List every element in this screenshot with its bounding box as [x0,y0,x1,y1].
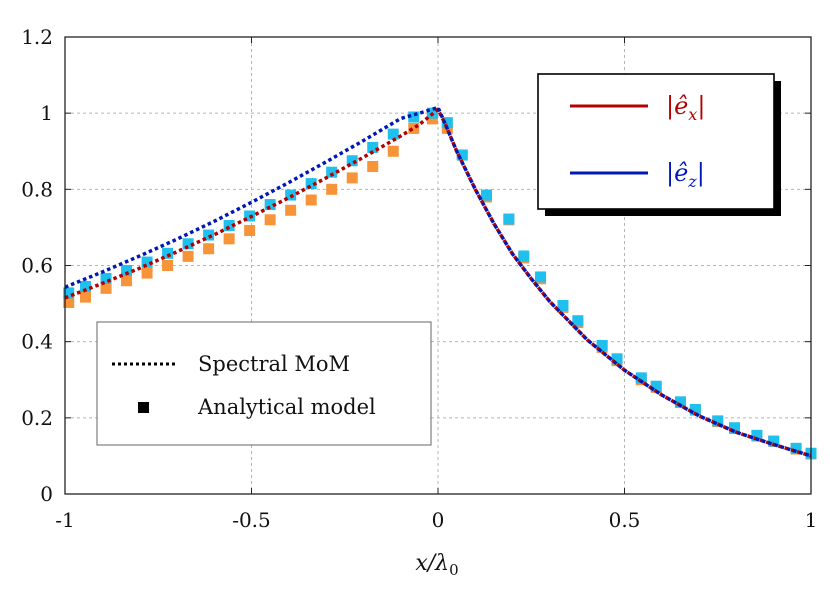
data-point-ez_analytical [596,339,608,351]
data-point-ez_analytical [408,111,420,123]
style-legend: Spectral MoM Analytical model [96,321,432,446]
data-point-ez_analytical [729,422,741,434]
y-tick-label: 0.8 [21,177,53,201]
data-point-ex_analytical [264,214,276,226]
x-tick-label: 0 [432,508,445,532]
data-point-ex_analytical [141,267,153,279]
data-point-ez_analytical [80,280,92,292]
data-point-ez_analytical [635,372,647,384]
data-point-ez_analytical [326,166,338,178]
data-point-ez_analytical [480,189,492,201]
y-tick-label: 0.2 [21,406,53,430]
ticks: -1 -0.5 0 0.5 1 0 0.2 0.4 0.6 0.8 1 1.2 [21,25,817,532]
data-point-ez_analytical [63,287,75,299]
data-point-ez_analytical [121,264,133,276]
x-axis-title: x/λ0 [415,551,458,579]
series-legend-box [537,73,775,210]
data-point-ez_analytical [456,149,468,161]
data-point-ex_analytical [100,282,112,294]
data-point-ez_analytical [650,380,662,392]
data-point-ex_analytical [63,296,75,308]
data-point-ez_analytical [100,272,112,284]
data-point-ez_analytical [264,199,276,211]
data-point-ez_analytical [751,429,763,441]
grid [65,37,811,494]
data-point-ex_analytical [285,204,297,216]
data-point-ez_analytical [141,256,153,268]
data-point-ex_analytical [408,122,420,134]
y-tick-label: 0.4 [21,330,53,354]
legend-label-analytical-model: Analytical model [197,395,376,419]
x-tick-label: 1 [805,508,818,532]
data-point-ex_analytical [326,183,338,195]
data-point-ex_analytical [182,250,194,262]
x-tick-label: -0.5 [232,508,271,532]
data-point-ex_analytical [162,260,174,271]
data-point-ez_analytical [223,220,235,232]
y-tick-label: 0.6 [21,254,53,278]
data-point-ez_analytical [674,396,686,408]
series-layer [63,105,817,460]
data-point-ex_analytical [387,145,399,157]
data-point-ez_analytical [712,415,724,427]
data-point-ez_analytical [689,403,701,415]
style-legend-box [96,321,432,446]
data-point-ez_analytical [182,238,194,250]
data-point-ez_analytical [162,247,174,259]
data-point-ez_analytical [572,315,584,327]
data-point-ez_analytical [203,229,215,241]
legend-square-marker-symbol [138,402,149,413]
x-tick-label: 0.5 [609,508,641,532]
data-point-ez_analytical [367,141,379,153]
legend-label-ex: |êx| [666,92,705,124]
series-legend: |êx| |êz| [537,73,781,216]
data-point-ex_analytical [305,194,317,206]
data-point-ez_analytical [557,299,569,311]
y-tick-label: 0 [40,482,53,506]
data-point-ex_analytical [346,172,358,184]
data-point-ex_analytical [367,160,379,172]
data-point-ex_analytical [244,224,256,236]
data-point-ez_analytical [346,155,358,167]
data-point-ez_analytical [441,117,453,129]
data-point-ex_analytical [426,113,438,125]
data-point-ez_analytical [518,250,530,262]
y-tick-label: 1 [40,101,53,125]
data-point-ez_analytical [387,128,399,140]
data-point-ez_analytical [503,213,515,225]
legend-label-ez: |êz| [666,159,705,191]
data-point-ex_analytical [203,243,215,255]
data-point-ez_analytical [611,353,623,365]
data-point-ex_analytical [121,275,133,287]
legend-label-spectral-mom: Spectral MoM [198,352,350,376]
data-point-ez_analytical [790,442,802,454]
series-line-ez_mom [64,105,812,458]
data-point-ez_analytical [535,271,547,283]
x-tick-label: -1 [55,508,74,532]
y-tick-label: 1.2 [21,25,53,49]
data-point-ex_analytical [223,233,235,245]
data-point-ez_analytical [768,435,780,447]
data-point-ez_analytical [305,178,317,190]
data-point-ex_analytical [80,291,92,303]
